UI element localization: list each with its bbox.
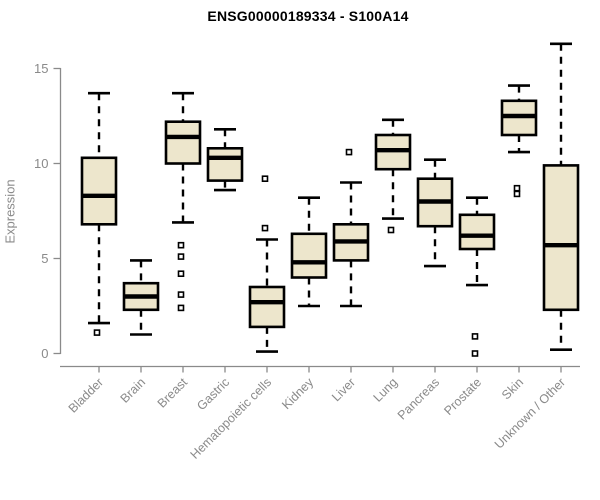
x-category-label-pancreas: Pancreas	[395, 375, 442, 422]
x-category-label-breast: Breast	[155, 375, 191, 411]
y-tick-label: 0	[41, 346, 48, 361]
x-category-label-hematopoietic-cells: Hematopoietic cells	[188, 375, 275, 462]
outlier-point	[513, 184, 521, 192]
y-tick-label: 5	[41, 251, 48, 266]
x-category-label-unknown-other: Unknown / Other	[492, 375, 568, 451]
iqr-box	[164, 120, 202, 165]
chart-title: ENSG00000189334 - S100A14	[207, 8, 409, 24]
x-category-label-skin: Skin	[499, 375, 526, 402]
outlier-point	[177, 241, 185, 249]
iqr-box	[206, 147, 244, 182]
outlier-point	[177, 270, 185, 278]
x-category-label-gastric: Gastric	[194, 375, 232, 413]
outlier-point	[471, 333, 479, 340]
outlier-point	[387, 226, 395, 234]
x-category-label-bladder: Bladder	[66, 375, 106, 415]
outlier-point	[177, 291, 185, 298]
boxplot-bladder	[80, 91, 118, 336]
boxplot-hematopoietic-cells	[248, 175, 286, 353]
y-axis: 0 5 10 15	[34, 61, 62, 361]
iqr-box	[542, 164, 580, 312]
x-category-label-brain: Brain	[118, 375, 149, 406]
outlier-point	[513, 190, 521, 198]
iqr-box	[248, 285, 286, 329]
x-category-label-prostate: Prostate	[441, 375, 484, 418]
boxplot-brain	[122, 259, 160, 336]
boxplot-pancreas	[416, 158, 454, 268]
outlier-point	[93, 329, 101, 336]
iqr-box	[80, 156, 118, 226]
iqr-box	[290, 232, 328, 279]
boxplot-prostate	[458, 196, 496, 357]
outlier-point	[261, 224, 269, 232]
outlier-point	[177, 253, 185, 260]
boxplot-skin	[500, 84, 538, 198]
y-tick-label: 15	[34, 61, 48, 76]
boxplot-gastric	[206, 128, 244, 192]
boxplot-kidney	[290, 196, 328, 308]
boxplot-unknown-other	[542, 42, 580, 352]
y-tick-label: 10	[34, 156, 48, 171]
outlier-point	[177, 304, 185, 312]
boxplot-lung	[374, 118, 412, 234]
x-category-label-lung: Lung	[371, 375, 401, 405]
boxplot-liver	[332, 148, 370, 308]
iqr-box	[458, 213, 496, 251]
outlier-point	[471, 350, 479, 357]
outlier-point	[345, 148, 353, 156]
outlier-point	[261, 175, 269, 182]
x-category-label-kidney: Kidney	[279, 375, 316, 412]
x-category-label-liver: Liver	[329, 375, 358, 404]
boxplot-breast	[164, 91, 202, 312]
